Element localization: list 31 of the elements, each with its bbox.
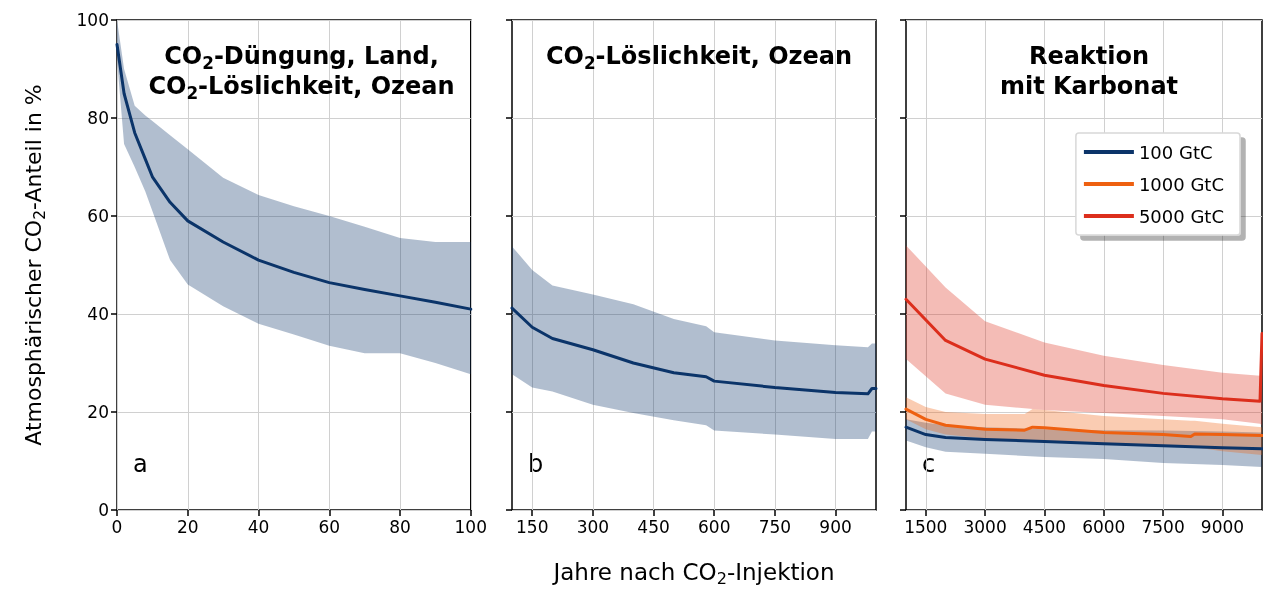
x-tick-label: 300 bbox=[576, 516, 610, 537]
y-axis-title: Atmosphärischer CO2-Anteil in % bbox=[20, 84, 49, 446]
legend-label: 5000 GtC bbox=[1138, 205, 1224, 227]
x-tick-label: 7500 bbox=[1141, 516, 1185, 537]
x-tick-label: 1500 bbox=[904, 516, 948, 537]
x-tick-label: 600 bbox=[698, 516, 731, 537]
legend-label: 100 GtC bbox=[1138, 141, 1213, 163]
x-tick-label: 900 bbox=[819, 516, 852, 537]
x-tick-label: 9000 bbox=[1200, 516, 1245, 537]
x-tick-label: 40 bbox=[247, 516, 270, 537]
y-tick-label: 20 bbox=[87, 402, 109, 422]
annotation: a bbox=[133, 450, 148, 478]
text: Reaktion mit Karbonat bbox=[999, 42, 1179, 100]
x-tick-label: 80 bbox=[389, 516, 411, 537]
x-tick-label: 6000 bbox=[1082, 516, 1126, 537]
y-tick-label: 40 bbox=[87, 304, 109, 324]
y-tick-label: 100 bbox=[76, 10, 109, 30]
y-tick-label: 60 bbox=[87, 206, 109, 226]
x-tick-label: 60 bbox=[318, 516, 341, 537]
x-tick-label: 750 bbox=[758, 516, 792, 537]
line-series bbox=[115, 43, 473, 311]
x-tick-label: 150 bbox=[516, 516, 549, 537]
x-tick-label: 20 bbox=[176, 516, 199, 537]
x-tick-label: 0 bbox=[111, 516, 123, 537]
x-tick-label: 4500 bbox=[1022, 516, 1067, 537]
y-tick-label: 80 bbox=[87, 108, 109, 128]
x-tick-label: 450 bbox=[637, 516, 670, 537]
y-tick-label: 0 bbox=[98, 500, 109, 520]
legend-label: 1000 GtC bbox=[1138, 173, 1224, 195]
x-tick-label: 100 bbox=[454, 516, 487, 537]
x-tick-label: 3000 bbox=[963, 516, 1007, 537]
